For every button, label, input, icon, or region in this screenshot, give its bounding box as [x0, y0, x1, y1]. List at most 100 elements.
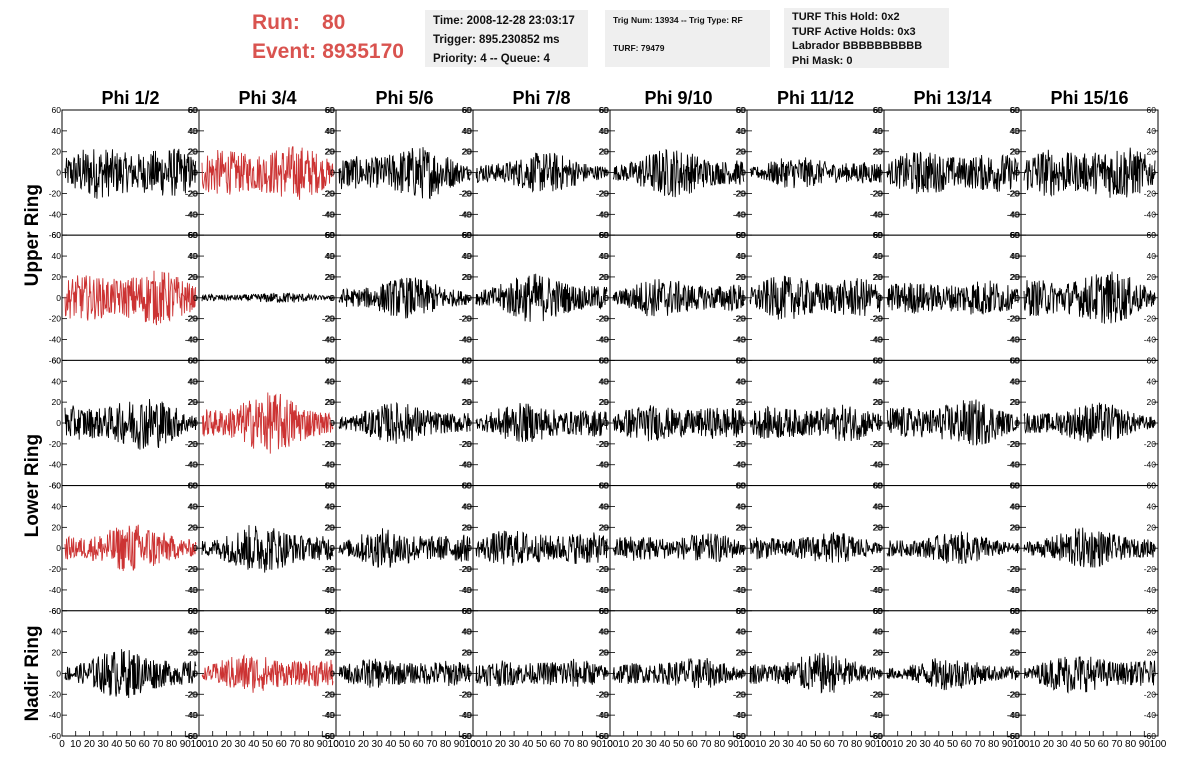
- x-tick-label: 10: [207, 739, 219, 750]
- y-tick-label: 0: [877, 418, 882, 428]
- y-tick-label: -40: [1008, 335, 1021, 345]
- y-tick-label: 40: [736, 376, 746, 386]
- y-tick-label: 0: [330, 668, 335, 678]
- x-tick-label: 20: [1043, 739, 1055, 750]
- y-tick-label: 20: [873, 648, 883, 658]
- event-label: Event:: [252, 40, 317, 63]
- waveform-trace: [475, 273, 608, 322]
- y-tick-label: 40: [874, 501, 884, 511]
- y-tick-label: -40: [1007, 335, 1020, 345]
- y-tick-label: -20: [871, 314, 884, 324]
- y-tick-label: 40: [1147, 501, 1157, 511]
- y-tick-label: 20: [462, 522, 472, 532]
- y-tick-label: -60: [49, 731, 62, 741]
- y-tick-label: 60: [326, 230, 336, 240]
- y-tick-label: 60: [873, 481, 883, 491]
- y-tick-label: 20: [1147, 648, 1157, 658]
- y-tick-label: 40: [1010, 251, 1020, 261]
- x-tick-label: 0: [59, 739, 65, 750]
- y-tick-label: -20: [871, 564, 884, 574]
- y-tick-label: -60: [871, 731, 884, 741]
- y-tick-label: -40: [733, 585, 746, 595]
- y-tick-label: 60: [326, 606, 336, 616]
- y-tick-label: 20: [325, 147, 335, 157]
- y-tick-label: -60: [1007, 731, 1020, 741]
- y-tick-label: -20: [1144, 689, 1157, 699]
- y-tick-label: 0: [878, 668, 883, 678]
- y-tick-label: 0: [604, 418, 609, 428]
- y-tick-label: -20: [460, 689, 473, 699]
- y-tick-label: 20: [874, 147, 884, 157]
- y-tick-label: -40: [871, 585, 884, 595]
- ring-label: Upper Ring: [22, 184, 43, 286]
- y-tick-label: 40: [599, 627, 609, 637]
- y-tick-label: 60: [873, 606, 883, 616]
- turf-line: TURF: 79479: [613, 43, 665, 53]
- y-tick-label: 0: [741, 293, 746, 303]
- waveform-trace: [475, 152, 608, 193]
- y-tick-label: -20: [1008, 564, 1021, 574]
- y-tick-label: -20: [734, 314, 747, 324]
- y-tick-label: 40: [188, 501, 198, 511]
- y-tick-label: -40: [1007, 460, 1020, 470]
- labrador-line: Labrador BBBBBBBBBB: [792, 40, 923, 52]
- y-tick-label: -60: [734, 731, 747, 741]
- y-tick-label: -20: [322, 564, 335, 574]
- y-tick-label: 20: [737, 272, 747, 282]
- y-tick-label: -20: [49, 188, 62, 198]
- y-tick-label: -40: [871, 460, 884, 470]
- y-tick-label: -20: [49, 314, 62, 324]
- y-tick-label: -40: [186, 710, 199, 720]
- y-tick-label: 20: [52, 272, 62, 282]
- y-tick-label: -40: [1144, 209, 1157, 219]
- waveform-trace: [201, 392, 334, 454]
- y-tick-label: -40: [185, 585, 198, 595]
- x-tick-label: 60: [1098, 739, 1110, 750]
- y-tick-label: 40: [1011, 376, 1021, 386]
- waveform-trace: [64, 270, 197, 326]
- time-line: Time: 2008-12-28 23:03:17: [433, 15, 575, 27]
- x-tick-label: 10: [344, 739, 356, 750]
- waveform-trace: [886, 280, 1019, 315]
- waveform-trace: [338, 401, 471, 444]
- waveform-trace: [338, 147, 471, 200]
- y-tick-label: -60: [49, 481, 62, 491]
- y-tick-label: 40: [189, 126, 199, 136]
- waveform-trace: [64, 524, 197, 572]
- y-tick-label: -20: [597, 689, 610, 699]
- y-tick-label: 60: [873, 355, 883, 365]
- y-tick-label: -40: [459, 209, 472, 219]
- y-tick-label: -20: [1144, 314, 1157, 324]
- y-tick-label: 60: [463, 230, 473, 240]
- y-tick-label: 40: [1147, 251, 1157, 261]
- y-tick-label: 40: [736, 251, 746, 261]
- y-tick-label: -40: [733, 209, 746, 219]
- x-tick-label: 70: [974, 739, 986, 750]
- y-tick-label: -20: [459, 188, 472, 198]
- waveform-trace: [201, 292, 334, 304]
- x-tick-label: 90: [728, 739, 740, 750]
- y-tick-label: 0: [193, 543, 198, 553]
- x-tick-label: 50: [399, 739, 411, 750]
- y-tick-label: -20: [1144, 188, 1157, 198]
- y-tick-label: -20: [459, 689, 472, 699]
- waveform-trace: [749, 157, 882, 189]
- x-tick-label: 100: [191, 739, 208, 750]
- y-tick-label: -40: [1007, 209, 1020, 219]
- column-title: Phi 7/8: [512, 88, 570, 108]
- y-tick-label: 60: [52, 606, 62, 616]
- y-tick-label: 20: [462, 648, 472, 658]
- y-tick-label: -60: [1144, 731, 1157, 741]
- y-tick-label: -20: [186, 188, 199, 198]
- x-tick-label: 80: [851, 739, 863, 750]
- y-tick-label: 60: [600, 105, 610, 115]
- y-tick-label: 60: [736, 481, 746, 491]
- y-tick-label: 0: [193, 668, 198, 678]
- x-tick-label: 40: [796, 739, 808, 750]
